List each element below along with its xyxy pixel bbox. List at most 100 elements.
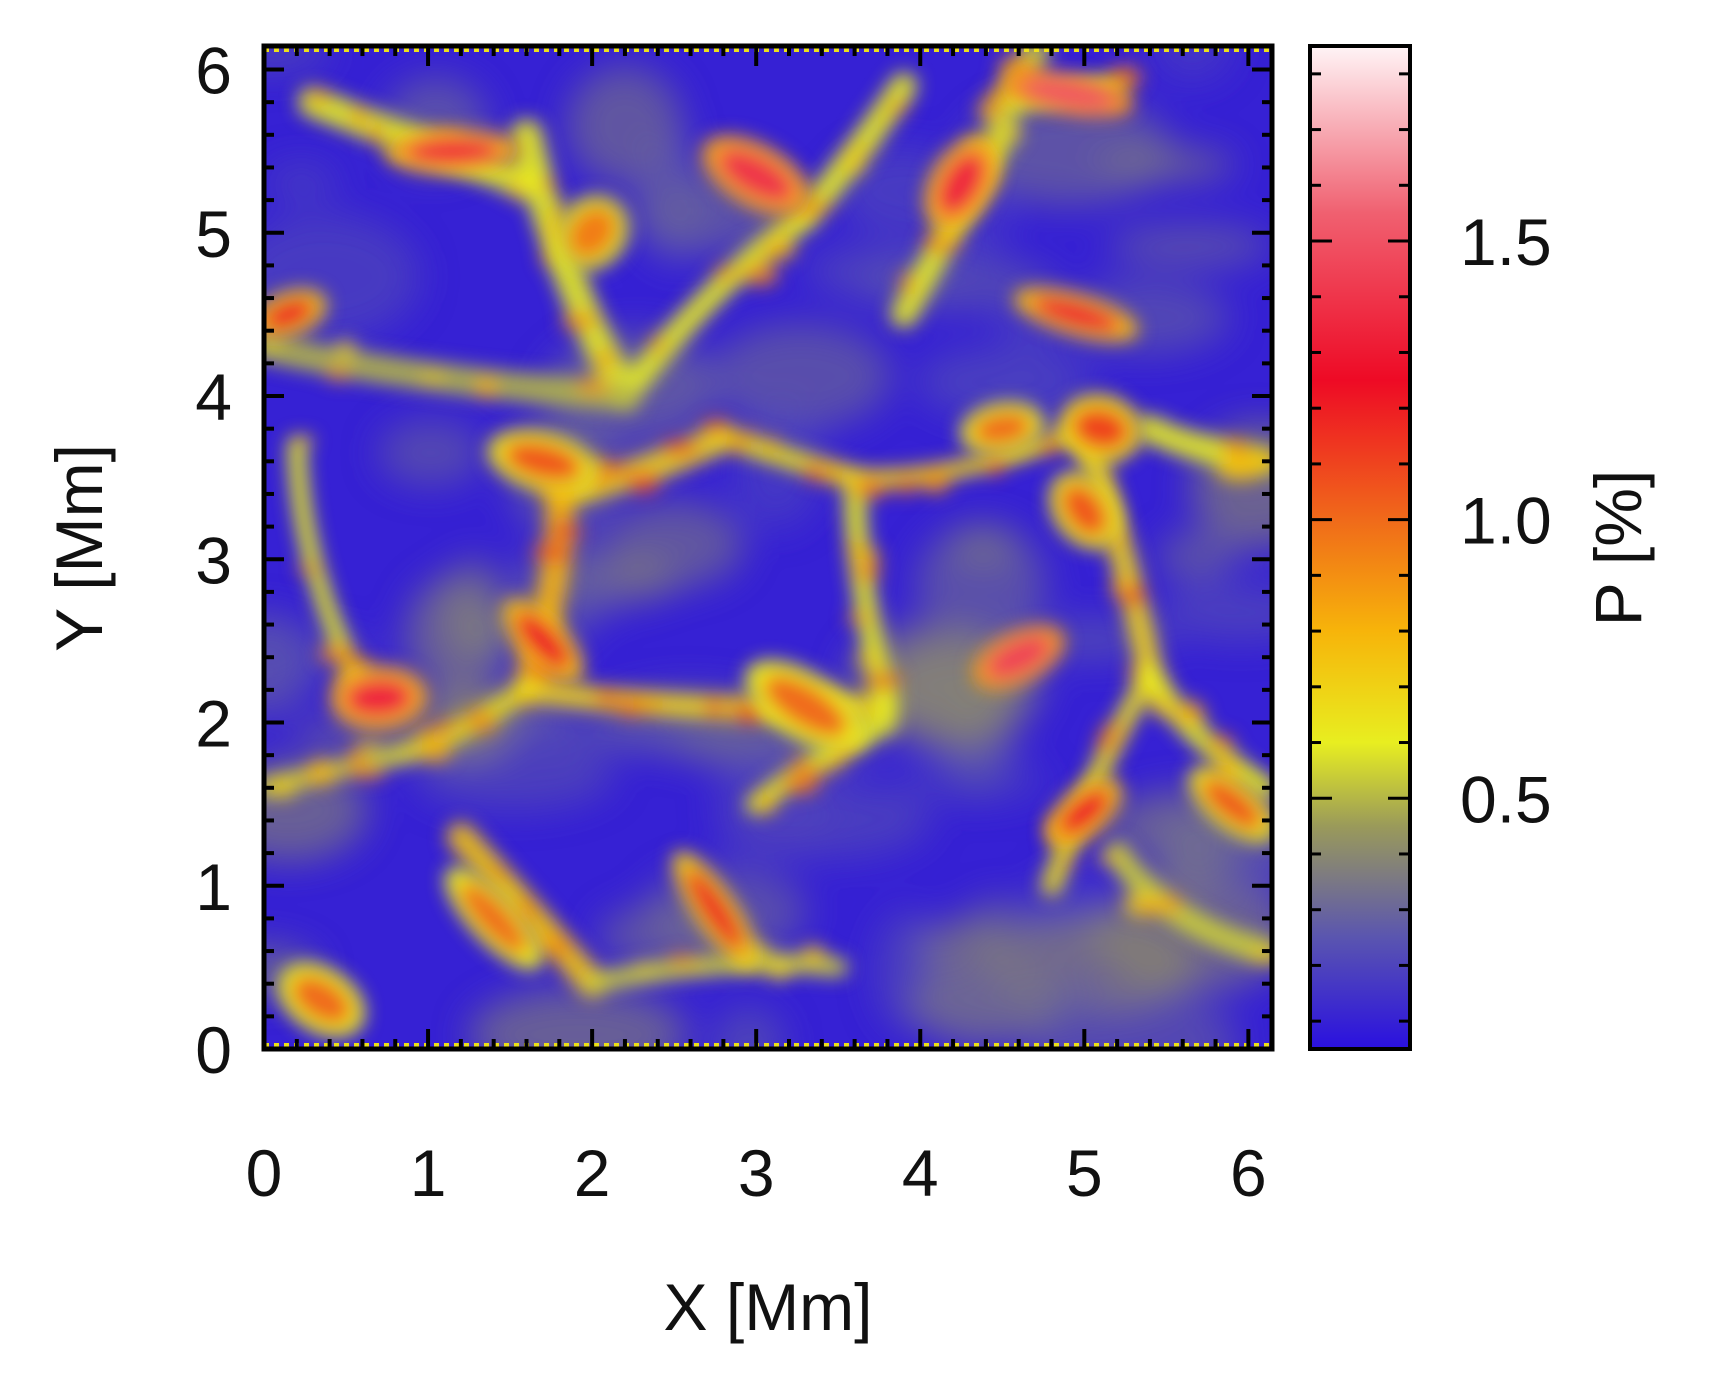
diffuse-patch xyxy=(264,161,338,203)
fringe-dot xyxy=(364,1043,369,1049)
x-tick-label: 3 xyxy=(738,1136,775,1210)
fringe-dot xyxy=(304,46,309,52)
lane-speckle xyxy=(998,56,1035,77)
fringe-dot xyxy=(414,1043,419,1049)
fringe-dot xyxy=(804,1043,809,1049)
fringe-dot xyxy=(964,1043,969,1049)
fringe-dot xyxy=(404,46,409,52)
lane-speckle xyxy=(266,775,297,799)
diffuse-patch xyxy=(915,524,1047,643)
fringe-dot xyxy=(1024,1043,1029,1049)
fringe-dot xyxy=(1134,1043,1139,1049)
fringe-dot xyxy=(564,46,569,52)
fringe-dot xyxy=(704,46,709,52)
lane-speckle xyxy=(856,652,882,667)
hotspot xyxy=(1031,296,1121,333)
fringe-dot xyxy=(784,1043,789,1049)
fringe-dot xyxy=(514,46,519,52)
lane-speckle xyxy=(634,962,656,974)
fringe-dot xyxy=(374,1043,379,1049)
fringe-dot xyxy=(864,1043,869,1049)
fringe-dot xyxy=(714,1043,719,1049)
fringe-dot xyxy=(874,46,879,52)
hotspot xyxy=(344,678,414,719)
fringe-dot xyxy=(604,46,609,52)
fringe-dot xyxy=(774,1043,779,1049)
fringe-dot xyxy=(454,1043,459,1049)
diffuse-patch xyxy=(567,66,683,185)
lane-speckle xyxy=(725,435,750,453)
fringe-dot xyxy=(634,1043,639,1049)
lane-speckle xyxy=(801,944,826,965)
hotspot xyxy=(717,148,795,203)
y-tick-label: 2 xyxy=(195,687,232,761)
y-tick-label: 1 xyxy=(195,850,232,924)
diffuse-patch xyxy=(712,1007,785,1049)
lane-speckle xyxy=(1063,857,1076,868)
lane-speckle xyxy=(369,124,384,144)
hotspot xyxy=(503,440,583,482)
lane-speckle xyxy=(289,435,315,446)
lane-speckle xyxy=(661,439,699,456)
colorbar-tick-label: 1.5 xyxy=(1460,205,1552,279)
fringe-dot xyxy=(584,1043,589,1049)
fringe-dot xyxy=(1124,46,1129,52)
fringe-dot xyxy=(664,1043,669,1049)
fringe-dot xyxy=(494,1043,499,1049)
fringe-dot xyxy=(794,1043,799,1049)
diffuse-patch xyxy=(604,501,744,588)
fringe-dot xyxy=(304,1043,309,1049)
plot-frame xyxy=(261,43,1275,1052)
lane xyxy=(1071,415,1163,687)
colorbar: 0.5 1.0 1.5 P [%] xyxy=(1308,44,1655,1051)
fringe-dot xyxy=(364,46,369,52)
lane xyxy=(385,679,537,766)
diffuse-patch xyxy=(468,987,688,1049)
lane-speckle xyxy=(854,560,881,583)
diffuse-patch xyxy=(1156,584,1272,642)
fringe-dot xyxy=(454,46,459,52)
fringe-dot xyxy=(864,46,869,52)
fringe-dot xyxy=(314,1043,319,1049)
lane-speckle xyxy=(484,870,508,879)
lane-speckle xyxy=(308,89,330,104)
fringe-dot xyxy=(1014,1043,1019,1049)
fringe-dot xyxy=(1044,46,1049,52)
fringe-dot xyxy=(1254,1043,1259,1049)
lane-speckle xyxy=(977,98,1002,122)
fringe-dot xyxy=(834,1043,839,1049)
lane xyxy=(1138,662,1272,800)
fringe-dot xyxy=(434,1043,439,1049)
fringe-dot xyxy=(734,46,739,52)
fringe-dot xyxy=(764,1043,769,1049)
fringe-dot xyxy=(324,1043,329,1049)
fringe-dot xyxy=(1054,1043,1059,1049)
fringe-dot xyxy=(534,1043,539,1049)
diffuse-patch xyxy=(710,323,892,430)
fringe-dot xyxy=(344,1043,349,1049)
fringe-dot xyxy=(974,1043,979,1049)
hotspot xyxy=(1057,788,1111,836)
lane-speckle xyxy=(326,366,351,381)
lane-speckle xyxy=(805,202,835,211)
fringe-dot xyxy=(314,46,319,52)
lane-speckle xyxy=(355,740,383,751)
fringe-dot xyxy=(814,46,819,52)
hotspot xyxy=(264,297,316,332)
fringe-dot xyxy=(744,46,749,52)
lane-speckle xyxy=(932,222,963,247)
fringe-dot xyxy=(414,46,419,52)
fringe-dot xyxy=(844,1043,849,1049)
lane-speckle xyxy=(1094,854,1123,863)
fringe-dot xyxy=(964,46,969,52)
fringe-dot xyxy=(934,46,939,52)
lane-speckle xyxy=(1100,723,1127,736)
fringe-dot xyxy=(814,1043,819,1049)
hotspot xyxy=(404,137,501,165)
fringe-dot xyxy=(694,1043,699,1049)
fringe-dot xyxy=(1224,46,1229,52)
colorbar-gradient xyxy=(1310,46,1410,1049)
fringe-dot xyxy=(564,1043,569,1049)
lane-speckle xyxy=(848,538,864,561)
lane-speckle xyxy=(295,565,322,574)
